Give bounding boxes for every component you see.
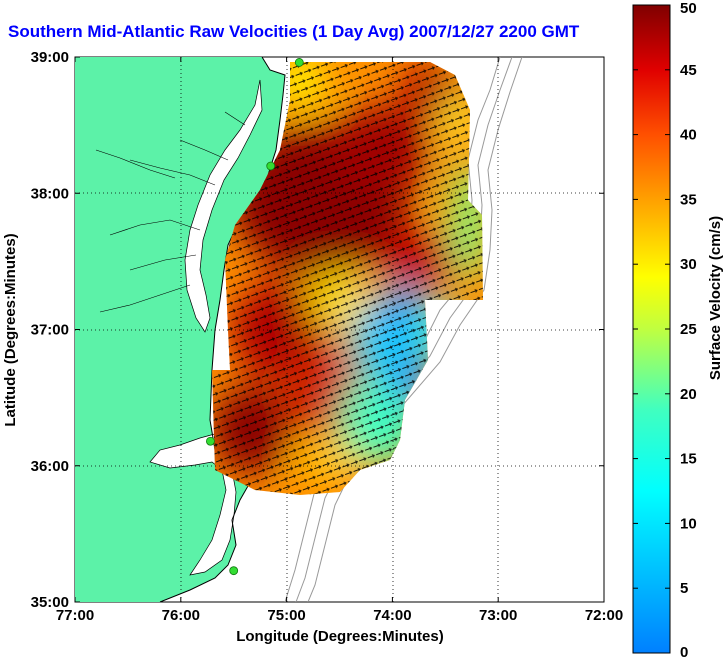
y-tick-label: 39:00 (31, 49, 69, 66)
hf-radar-stations (206, 58, 304, 576)
station-marker (266, 161, 276, 171)
colorbar-tick-label: 35 (680, 191, 697, 208)
y-axis-ticks: 35:00 36:00 37:00 38:00 39:00 (31, 49, 604, 611)
grid-lines (75, 57, 604, 602)
colorbar-tick-label: 0 (680, 644, 688, 659)
colorbar-tick-label: 15 (680, 451, 697, 468)
colorbar-ticks: 0 5 10 15 20 25 30 35 40 45 50 (633, 0, 697, 659)
colorbar-label: Surface Velocity (cm/s) (707, 216, 724, 380)
colorbar (632, 4, 671, 654)
x-tick-label: 72:00 (585, 607, 623, 624)
station-marker (229, 566, 239, 576)
colorbar-tick-label: 30 (680, 256, 697, 273)
x-tick-label: 74:00 (373, 607, 411, 624)
x-axis-ticks: 77:00 76:00 75:00 74:00 73:00 72:00 (56, 57, 623, 624)
pamlico-sound (149, 431, 237, 576)
colorbar-tick-label: 40 (680, 127, 697, 144)
station-marker (206, 436, 215, 446)
colorbar-tick-label: 20 (680, 386, 697, 403)
y-tick-label: 36:00 (31, 458, 69, 475)
y-axis-label: Latitude (Degrees:Minutes) (2, 233, 19, 426)
station-marker (294, 58, 304, 67)
colorbar-tick-label: 45 (680, 62, 697, 79)
x-tick-label: 77:00 (56, 607, 94, 624)
y-tick-label: 38:00 (31, 185, 69, 202)
chesapeake-bay (184, 79, 263, 333)
x-tick-label: 75:00 (267, 607, 305, 624)
colorbar-tick-label: 25 (680, 321, 697, 338)
map-title: Southern Mid-Atlantic Raw Velocities (1 … (8, 22, 580, 41)
x-tick-label: 73:00 (479, 607, 517, 624)
colorbar-tick-label: 10 (680, 515, 697, 532)
colorbar-tick-label: 50 (680, 0, 697, 17)
y-tick-label: 37:00 (31, 322, 69, 339)
colorbar-tick-label: 5 (680, 580, 688, 597)
y-tick-label: 35:00 (31, 594, 69, 611)
x-tick-label: 76:00 (162, 607, 200, 624)
x-axis-label: Longitude (Degrees:Minutes) (236, 628, 444, 645)
